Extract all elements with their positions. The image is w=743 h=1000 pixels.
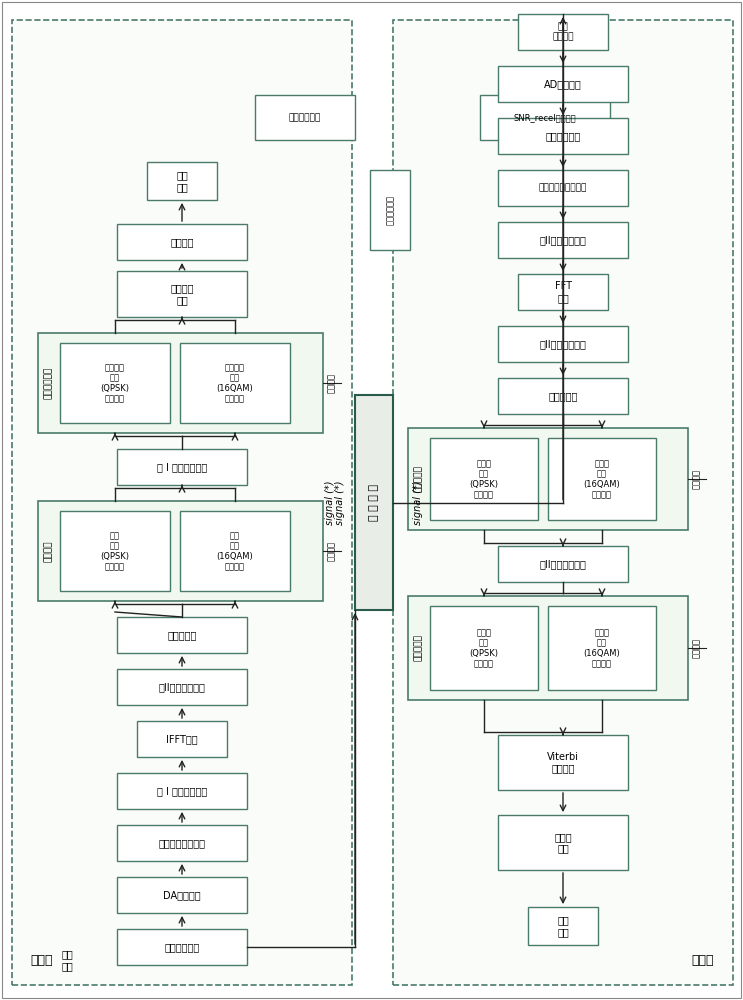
- Text: 大导频单元: 大导频单元: [548, 391, 578, 401]
- Text: 分组交织单元: 分组交织单元: [44, 367, 53, 399]
- Text: 加导频单元: 加导频单元: [167, 630, 197, 640]
- Text: 控制端口: 控制端口: [326, 373, 336, 393]
- Text: 接收
数据单元: 接收 数据单元: [552, 22, 574, 42]
- FancyBboxPatch shape: [480, 95, 610, 140]
- FancyBboxPatch shape: [38, 333, 323, 433]
- FancyBboxPatch shape: [255, 95, 355, 140]
- FancyBboxPatch shape: [117, 877, 247, 913]
- Text: 分组交织
单元
(QPSK)
数据端口: 分组交织 单元 (QPSK) 数据端口: [100, 363, 129, 403]
- FancyBboxPatch shape: [60, 511, 170, 591]
- FancyBboxPatch shape: [498, 326, 628, 362]
- Text: 发送端: 发送端: [30, 954, 53, 966]
- Text: 第II串并转换单元: 第II串并转换单元: [539, 559, 586, 569]
- FancyBboxPatch shape: [117, 669, 247, 705]
- FancyBboxPatch shape: [393, 20, 733, 985]
- Text: 原始
数据: 原始 数据: [176, 170, 188, 192]
- Text: 原始
数据: 原始 数据: [557, 915, 569, 937]
- Text: 无 线 信 道: 无 线 信 道: [369, 484, 379, 521]
- FancyBboxPatch shape: [528, 907, 598, 945]
- Text: 大循环前缀删除单元: 大循环前缀删除单元: [539, 184, 587, 192]
- FancyBboxPatch shape: [147, 162, 217, 200]
- Text: 循环前缀添加单元: 循环前缀添加单元: [158, 838, 206, 848]
- Text: 第II并串转换单元: 第II并串转换单元: [539, 339, 586, 349]
- FancyBboxPatch shape: [355, 395, 393, 610]
- Text: 解交织单元: 解交织单元: [414, 635, 423, 661]
- Text: 解映射单元: 解映射单元: [414, 466, 423, 492]
- FancyBboxPatch shape: [117, 825, 247, 861]
- FancyBboxPatch shape: [498, 735, 628, 790]
- FancyBboxPatch shape: [38, 501, 323, 601]
- FancyBboxPatch shape: [498, 170, 628, 206]
- FancyBboxPatch shape: [498, 118, 628, 154]
- Text: 分组交织
单元
(16QAM)
数据端口: 分组交织 单元 (16QAM) 数据端口: [217, 363, 253, 403]
- FancyBboxPatch shape: [117, 224, 247, 260]
- Text: SNR_recel计算单元: SNR_recel计算单元: [513, 113, 577, 122]
- Text: 控制端口: 控制端口: [692, 469, 701, 489]
- Text: IFFT单元: IFFT单元: [166, 734, 198, 744]
- Text: 解交织
单元
(QPSK)
数据端口: 解交织 单元 (QPSK) 数据端口: [470, 628, 499, 668]
- Text: 卷积编码
单元: 卷积编码 单元: [170, 283, 194, 305]
- Text: 控制端口: 控制端口: [326, 541, 336, 561]
- Text: signal (*): signal (*): [413, 480, 423, 525]
- Text: 指令接收单元: 指令接收单元: [289, 113, 321, 122]
- FancyBboxPatch shape: [498, 815, 628, 870]
- Text: DA数据单元: DA数据单元: [163, 890, 201, 900]
- FancyBboxPatch shape: [60, 343, 170, 423]
- FancyBboxPatch shape: [518, 274, 608, 310]
- Text: 解映射
单元
(QPSK)
数据端口: 解映射 单元 (QPSK) 数据端口: [470, 459, 499, 499]
- FancyBboxPatch shape: [117, 271, 247, 317]
- Text: 映射
单元
(16QAM)
数据端口: 映射 单元 (16QAM) 数据端口: [217, 531, 253, 571]
- FancyBboxPatch shape: [518, 14, 608, 50]
- Text: 原始
数据: 原始 数据: [61, 949, 73, 971]
- FancyBboxPatch shape: [12, 20, 352, 985]
- FancyBboxPatch shape: [430, 438, 538, 520]
- Text: 扰码单元: 扰码单元: [170, 237, 194, 247]
- FancyBboxPatch shape: [498, 222, 628, 258]
- Text: 控制端口: 控制端口: [692, 638, 701, 658]
- FancyBboxPatch shape: [408, 428, 688, 530]
- Text: 解映射
单元
(16QAM)
数据端口: 解映射 单元 (16QAM) 数据端口: [583, 459, 620, 499]
- FancyBboxPatch shape: [117, 929, 247, 965]
- FancyBboxPatch shape: [137, 721, 227, 757]
- FancyBboxPatch shape: [180, 343, 290, 423]
- Text: 第II串并转换单元: 第II串并转换单元: [539, 235, 586, 245]
- Text: 第 I 并串转换单元: 第 I 并串转换单元: [157, 786, 207, 796]
- FancyBboxPatch shape: [498, 66, 628, 102]
- Text: 映射单元: 映射单元: [44, 540, 53, 562]
- FancyBboxPatch shape: [498, 378, 628, 414]
- Text: 第II串并转换单元: 第II串并转换单元: [158, 682, 205, 692]
- Text: 同步处理单元: 同步处理单元: [545, 131, 580, 141]
- FancyBboxPatch shape: [117, 449, 247, 485]
- Text: FFT
单元: FFT 单元: [554, 281, 571, 303]
- Text: AD数据单元: AD数据单元: [544, 79, 582, 89]
- Text: signal (*): signal (*): [335, 480, 345, 525]
- FancyBboxPatch shape: [548, 606, 656, 690]
- FancyBboxPatch shape: [430, 606, 538, 690]
- Text: 第 I 串并转换单元: 第 I 串并转换单元: [157, 462, 207, 472]
- FancyBboxPatch shape: [498, 546, 628, 582]
- Text: 接收端: 接收端: [692, 954, 714, 966]
- Text: 解扰码
单元: 解扰码 单元: [554, 832, 572, 853]
- Text: 指令发送单元: 指令发送单元: [386, 195, 395, 225]
- FancyBboxPatch shape: [370, 170, 410, 250]
- FancyBboxPatch shape: [117, 617, 247, 653]
- Text: signal (*): signal (*): [325, 480, 335, 525]
- FancyBboxPatch shape: [180, 511, 290, 591]
- Text: 映射
单元
(QPSK)
数据端口: 映射 单元 (QPSK) 数据端口: [100, 531, 129, 571]
- Text: 发射数据单元: 发射数据单元: [164, 942, 200, 952]
- FancyBboxPatch shape: [117, 773, 247, 809]
- Text: Viterbi
译码单元: Viterbi 译码单元: [547, 752, 579, 773]
- Text: 解交织
单元
(16QAM)
数据端口: 解交织 单元 (16QAM) 数据端口: [583, 628, 620, 668]
- FancyBboxPatch shape: [548, 438, 656, 520]
- FancyBboxPatch shape: [408, 596, 688, 700]
